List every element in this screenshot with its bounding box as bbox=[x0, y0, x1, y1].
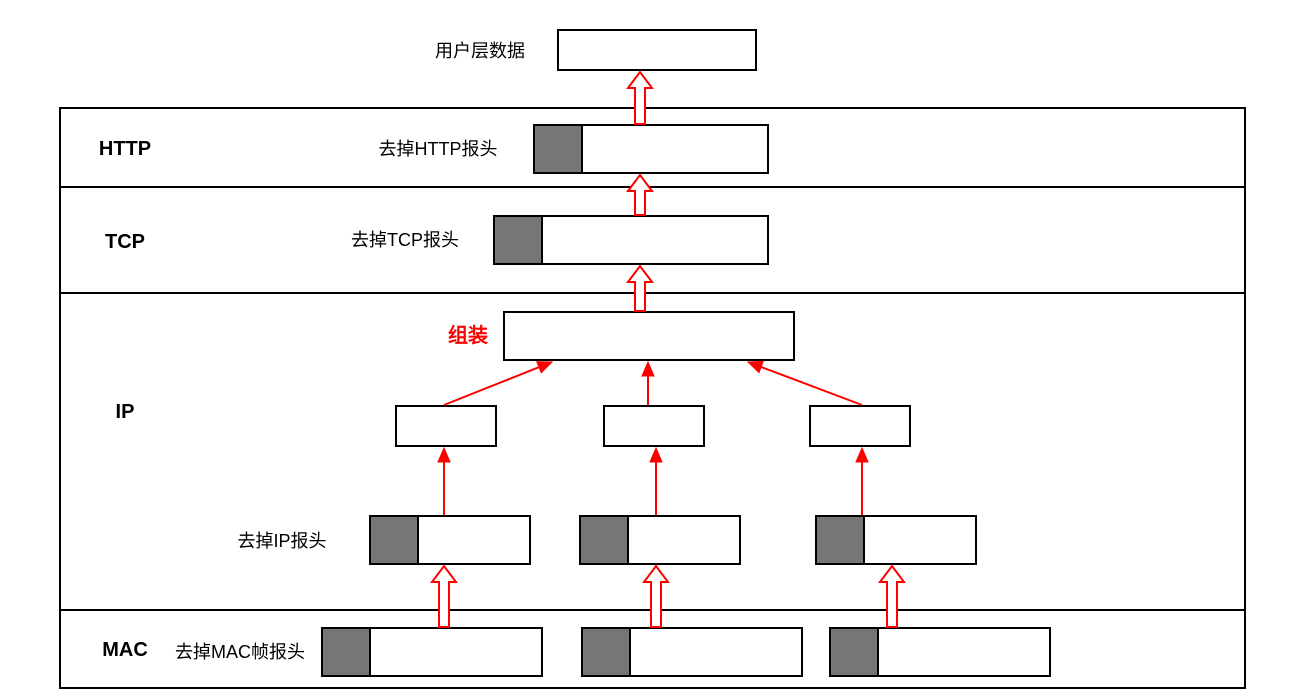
box-ip-seg-3 bbox=[810, 406, 910, 446]
arrow-ipseg3-up-head bbox=[856, 448, 868, 462]
layer-label-http: HTTP bbox=[99, 138, 151, 160]
box-header-ip-box-3 bbox=[816, 516, 864, 564]
box-ip-box-2 bbox=[580, 516, 740, 564]
arrow-seg1-to-asm-head bbox=[537, 362, 552, 373]
diagram-canvas: HTTP TCP IP MAC 用户层数据去掉HTTP报头去掉TCP报头组装去掉IP报头… bbox=[0, 0, 1307, 698]
arrow-tcp-to-http bbox=[628, 175, 652, 215]
remove-mac-header: 去掉MAC帧报头 bbox=[175, 642, 305, 662]
layer-label-tcp: TCP bbox=[105, 231, 145, 253]
arrow-seg1-to-asm-shaft bbox=[444, 365, 544, 405]
box-header-http-box bbox=[534, 125, 582, 173]
box-outline-ip-seg-1 bbox=[396, 406, 496, 446]
box-http-box bbox=[534, 125, 768, 173]
arrow-seg3-to-asm-shaft bbox=[756, 365, 862, 405]
arrow-ipseg2-up-head bbox=[650, 448, 662, 462]
box-ip-seg-1 bbox=[396, 406, 496, 446]
box-outline-ip-seg-3 bbox=[810, 406, 910, 446]
arrow-mac1-to-ip1 bbox=[432, 566, 456, 627]
arrow-asm-to-tcp bbox=[628, 266, 652, 311]
box-user-data bbox=[558, 30, 756, 70]
box-header-mac-box-2 bbox=[582, 628, 630, 676]
box-header-mac-box-3 bbox=[830, 628, 878, 676]
box-mac-box-2 bbox=[582, 628, 802, 676]
box-assembled bbox=[504, 312, 794, 360]
box-outline-ip-seg-2 bbox=[604, 406, 704, 446]
layer-label-mac: MAC bbox=[102, 639, 148, 661]
user-data-label: 用户层数据 bbox=[435, 41, 525, 61]
box-tcp-box bbox=[494, 216, 768, 264]
arrow-seg3-to-asm-head bbox=[748, 361, 763, 372]
layer-label-ip: IP bbox=[116, 401, 135, 423]
box-ip-seg-2 bbox=[604, 406, 704, 446]
arrow-ipseg1-up-head bbox=[438, 448, 450, 462]
remove-ip-header: 去掉IP报头 bbox=[237, 531, 326, 551]
box-mac-box-3 bbox=[830, 628, 1050, 676]
box-outline-user-data bbox=[558, 30, 756, 70]
assemble-label: 组装 bbox=[448, 323, 488, 347]
remove-http-header: 去掉HTTP报头 bbox=[379, 139, 498, 159]
arrow-mac3-to-ip3 bbox=[880, 566, 904, 627]
arrow-http-to-user bbox=[628, 72, 652, 124]
box-header-mac-box-1 bbox=[322, 628, 370, 676]
box-ip-box-1 bbox=[370, 516, 530, 564]
remove-tcp-header: 去掉TCP报头 bbox=[351, 230, 459, 250]
arrow-seg2-to-asm-head bbox=[642, 362, 654, 376]
box-outline-assembled bbox=[504, 312, 794, 360]
arrow-mac2-to-ip2 bbox=[644, 566, 668, 627]
box-mac-box-1 bbox=[322, 628, 542, 676]
box-header-ip-box-2 bbox=[580, 516, 628, 564]
box-ip-box-3 bbox=[816, 516, 976, 564]
box-header-ip-box-1 bbox=[370, 516, 418, 564]
box-header-tcp-box bbox=[494, 216, 542, 264]
